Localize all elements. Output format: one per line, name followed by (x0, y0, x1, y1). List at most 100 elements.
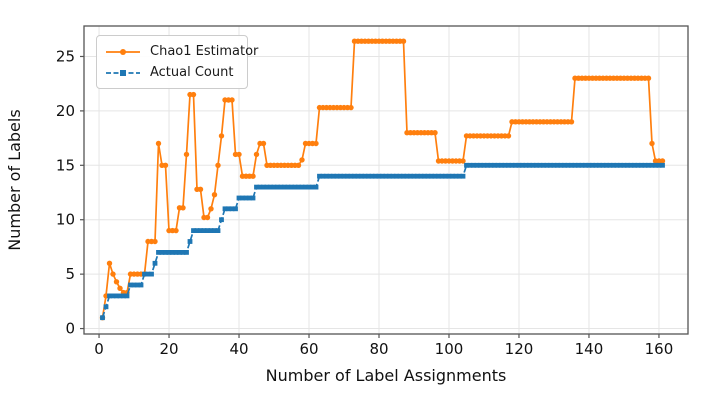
data-point-marker (502, 162, 508, 168)
data-point-marker (635, 162, 641, 168)
data-point-marker (163, 250, 168, 255)
axis-ticks: 0 20 40 60 80 100 120 140 160 0 5 10 15 20 25 (56, 47, 673, 358)
data-point-marker (152, 238, 158, 245)
data-point-marker (250, 173, 256, 179)
data-point-marker (310, 184, 315, 190)
data-point-marker (352, 173, 357, 179)
data-point-marker (649, 140, 655, 147)
data-point-marker (303, 184, 308, 190)
x-axis-label: Number of Label Assignments (266, 366, 507, 385)
data-point-marker (103, 304, 109, 310)
x-tick-label: 140 (575, 340, 604, 358)
data-point-marker (247, 195, 252, 201)
data-point-marker (264, 184, 270, 190)
data-point-marker (383, 173, 389, 179)
data-point-marker (131, 282, 137, 288)
data-point-marker (211, 192, 218, 198)
data-point-marker (394, 173, 399, 179)
data-point-marker (236, 151, 242, 158)
data-point-marker (569, 162, 574, 168)
data-point-marker (345, 173, 350, 179)
data-point-marker (205, 228, 210, 233)
data-point-marker (523, 162, 529, 168)
data-point-marker (471, 162, 476, 168)
data-point-marker (215, 162, 221, 168)
y-tick-label: 20 (56, 102, 75, 120)
y-tick-label: 0 (65, 320, 75, 338)
data-point-marker (457, 173, 462, 179)
data-point-marker (152, 260, 158, 266)
data-point-marker (541, 162, 546, 168)
data-point-marker (404, 173, 410, 179)
data-point-marker (418, 173, 424, 179)
series-actual-count (100, 162, 665, 321)
legend: Chao1 Estimator Actual Count (96, 35, 258, 89)
x-tick-label: 100 (435, 340, 464, 358)
data-point-marker (114, 293, 119, 299)
series-chao1 (99, 38, 666, 321)
data-point-marker (348, 104, 354, 111)
data-point-marker (586, 162, 592, 168)
data-point-marker (155, 140, 162, 147)
y-tick-label: 25 (56, 47, 75, 65)
data-point-marker (400, 38, 407, 44)
data-point-marker (271, 184, 277, 190)
x-tick-label: 80 (369, 340, 388, 358)
data-point-marker (481, 162, 487, 168)
data-point-marker (117, 285, 123, 291)
data-point-marker (355, 173, 361, 179)
data-point-marker (505, 133, 512, 139)
data-point-marker (488, 162, 494, 168)
data-point-marker (285, 184, 291, 190)
data-point-marker (649, 162, 655, 168)
data-point-marker (183, 151, 190, 158)
data-point-marker (268, 184, 273, 190)
data-point-marker (593, 162, 599, 168)
data-point-marker (376, 173, 382, 179)
legend-label-chao1: Chao1 Estimator (150, 43, 259, 59)
data-point-marker (107, 293, 112, 299)
data-point-marker (110, 271, 116, 277)
data-point-marker (590, 162, 595, 168)
data-point-marker (341, 173, 347, 179)
data-point-marker (317, 173, 322, 179)
data-point-marker (208, 228, 214, 233)
data-point-marker (509, 162, 515, 168)
data-point-marker (436, 173, 441, 179)
data-point-marker (208, 206, 214, 212)
data-point-marker (639, 162, 644, 168)
data-point-marker (229, 206, 235, 212)
data-point-marker (562, 162, 567, 168)
data-point-marker (492, 162, 497, 168)
data-point-marker (373, 173, 378, 179)
data-point-marker (632, 162, 637, 168)
data-point-marker (250, 195, 256, 201)
data-point-marker (478, 162, 483, 168)
data-point-marker (240, 195, 245, 201)
data-point-marker (324, 173, 329, 179)
data-point-marker (520, 162, 525, 168)
data-point-marker (156, 250, 161, 255)
data-point-marker (495, 162, 501, 168)
data-point-marker (226, 206, 231, 212)
data-point-marker (135, 282, 140, 288)
data-point-marker (474, 162, 480, 168)
data-point-marker (295, 162, 302, 168)
data-point-marker (534, 162, 539, 168)
data-point-marker (621, 162, 627, 168)
data-point-marker (331, 173, 336, 179)
data-point-marker (212, 228, 217, 233)
data-point-marker (625, 162, 630, 168)
data-point-marker (110, 293, 116, 299)
data-point-marker (579, 162, 585, 168)
data-point-marker (173, 250, 179, 255)
data-point-marker (173, 227, 179, 234)
x-tick-label: 20 (159, 340, 178, 358)
data-point-marker (628, 162, 634, 168)
data-point-marker (145, 271, 151, 277)
data-point-marker (656, 162, 662, 168)
data-point-marker (197, 186, 204, 192)
data-point-marker (369, 173, 375, 179)
data-point-marker (253, 151, 260, 158)
data-point-marker (362, 173, 368, 179)
